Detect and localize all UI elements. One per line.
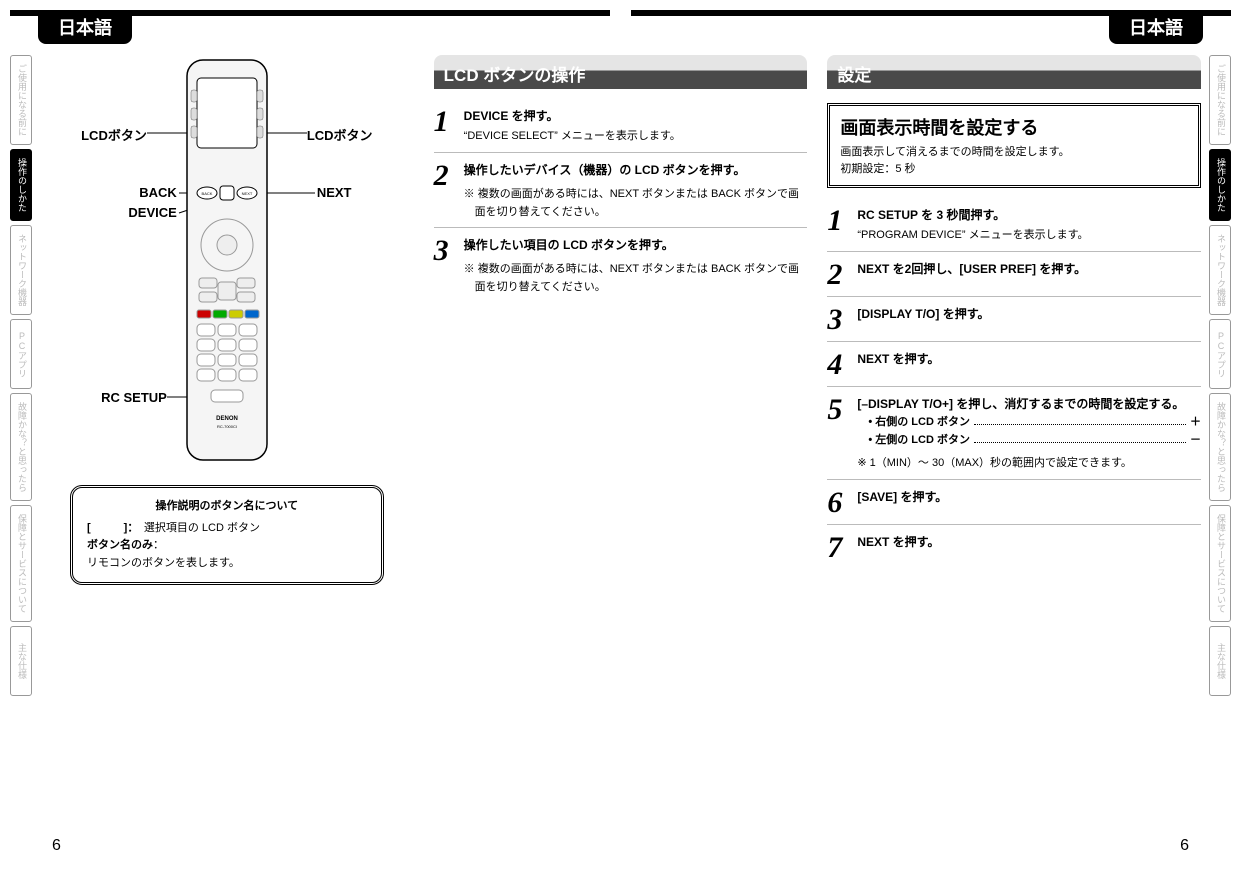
step-head: [–DISPLAY T/O+] を押し、消灯するまでの時間を設定する。 [857, 395, 1201, 414]
step-number: 3 [434, 236, 464, 266]
callout-lcd-right: LCDボタン [307, 125, 397, 144]
step-head: RC SETUP を 3 秒間押す。 [857, 206, 1201, 225]
svg-text:RC-7000CI: RC-7000CI [217, 424, 237, 429]
step-number: 2 [434, 161, 464, 191]
callout-lcd-left: LCDボタン [57, 125, 147, 144]
step-body: RC SETUP を 3 秒間押す。 “PROGRAM DEVICE” メニューを… [857, 206, 1201, 245]
nav-tab[interactable]: ネットワーク機器 [1209, 225, 1231, 315]
step-number: 6 [827, 488, 857, 518]
step-head: NEXT を2回押し、[USER PREF] を押す。 [857, 260, 1201, 279]
language-tab-left: 日本語 [38, 10, 132, 44]
svg-text:NEXT: NEXT [241, 191, 252, 196]
note-line2-label: ボタン名のみ [87, 539, 153, 551]
step-number: 3 [827, 305, 857, 335]
step: 4NEXT を押す。 [827, 341, 1201, 380]
side-nav-right: ご使用になる前に操作のしかたネットワーク機器 PCアプリ故障かな？と思ったら保障と… [1209, 55, 1231, 700]
note-line2-text: ： [153, 539, 164, 551]
step-head: [SAVE] を押す。 [857, 488, 1201, 507]
nav-tab[interactable]: ネットワーク機器 [10, 225, 32, 315]
step-body: DEVICE を押す。 “DEVICE SELECT” メニューを表示します。 [464, 107, 808, 146]
step: 7NEXT を押す。 [827, 524, 1201, 563]
callout-next: NEXT [317, 185, 397, 200]
nav-tab[interactable]: 保障とサービスについて [1209, 505, 1231, 622]
frame-sub2: 初期設定：5 秒 [840, 161, 1188, 178]
page-number-right: 6 [1180, 837, 1189, 855]
step-body: [–DISPLAY T/O+] を押し、消灯するまでの時間を設定する。• 右側の… [857, 395, 1201, 473]
col-remote: LCDボタン LCDボタン BACK DEVICE NEXT RC SETUP [40, 55, 414, 815]
callout-rcsetup: RC SETUP [57, 390, 167, 405]
note-line3: リモコンのボタンを表します。 [87, 555, 367, 573]
content-spread: LCDボタン LCDボタン BACK DEVICE NEXT RC SETUP [40, 55, 1201, 815]
step-note: ※ 1（MIN）～ 30（MAX）秒の範囲内で設定できます。 [857, 455, 1201, 473]
step-bullet: • 右側の LCD ボタン＋ [857, 414, 1201, 432]
nav-tab[interactable]: 主な仕様 [10, 626, 32, 696]
step-body: 操作したいデバイス（機器）の LCD ボタンを押す。 ※ 複数の画面がある時には、… [464, 161, 808, 221]
step-body: [DISPLAY T/O] を押す。 [857, 305, 1201, 324]
step-head: NEXT を押す。 [857, 533, 1201, 552]
nav-tab[interactable]: 操作のしかた [10, 149, 32, 221]
step: 1RC SETUP を 3 秒間押す。 “PROGRAM DEVICE” メニュー… [827, 202, 1201, 245]
step: 2操作したいデバイス（機器）の LCD ボタンを押す。 ※ 複数の画面がある時には… [434, 152, 808, 221]
section-settings-title: 設定 [837, 61, 871, 86]
svg-text:BACK: BACK [201, 191, 212, 196]
section-lcd-title: LCD ボタンの操作 [444, 61, 586, 86]
callout-device: DEVICE [57, 205, 177, 220]
nav-tab[interactable]: 保障とサービスについて [10, 505, 32, 622]
remote-svg: BACK NEXT [57, 55, 397, 475]
step-note: ※ 複数の画面がある時には、NEXT ボタンまたは BACK ボタンで画面を切り… [464, 186, 808, 221]
frame-sub1: 画面表示して消えるまでの時間を設定します。 [840, 144, 1188, 161]
step: 6[SAVE] を押す。 [827, 479, 1201, 518]
note-title: 操作説明のボタン名について [87, 498, 367, 516]
step: 5[–DISPLAY T/O+] を押し、消灯するまでの時間を設定する。• 右側… [827, 386, 1201, 473]
section-settings-header: 設定 [827, 55, 1201, 89]
step-body: NEXT を押す。 [857, 350, 1201, 369]
step-sub: “PROGRAM DEVICE” メニューを表示します。 [857, 227, 1201, 245]
col-lcd: LCD ボタンの操作 1DEVICE を押す。 “DEVICE SELECT” メ… [434, 55, 808, 815]
nav-tab[interactable]: 主な仕様 [1209, 626, 1231, 696]
nav-tab[interactable]: 故障かな？と思ったら [10, 393, 32, 501]
page-number-left: 6 [52, 837, 61, 855]
step: 3操作したい項目の LCD ボタンを押す。 ※ 複数の画面がある時には、NEXT … [434, 227, 808, 296]
note-bracket: [ ]： [87, 522, 133, 534]
display-time-frame: 画面表示時間を設定する 画面表示して消えるまでの時間を設定します。 初期設定：5… [827, 103, 1201, 188]
nav-tab[interactable]: PCアプリ [10, 319, 32, 389]
step-bullet: • 左側の LCD ボタン－ [857, 432, 1201, 450]
step-number: 1 [827, 206, 857, 236]
step-number: 2 [827, 260, 857, 290]
step: 3[DISPLAY T/O] を押す。 [827, 296, 1201, 335]
step-note: ※ 複数の画面がある時には、NEXT ボタンまたは BACK ボタンで画面を切り… [464, 261, 808, 296]
step-number: 4 [827, 350, 857, 380]
step: 1DEVICE を押す。 “DEVICE SELECT” メニューを表示します。 [434, 103, 808, 146]
step-number: 5 [827, 395, 857, 425]
step: 2NEXT を2回押し、[USER PREF] を押す。 [827, 251, 1201, 290]
nav-tab[interactable]: ご使用になる前に [10, 55, 32, 145]
remote-diagram: LCDボタン LCDボタン BACK DEVICE NEXT RC SETUP [57, 55, 397, 475]
step-head: DEVICE を押す。 [464, 107, 808, 126]
col-settings: 設定 画面表示時間を設定する 画面表示して消えるまでの時間を設定します。 初期設… [827, 55, 1201, 815]
button-name-note: 操作説明のボタン名について [ ]： 選択項目の LCD ボタン ボタン名のみ：… [70, 485, 384, 585]
step-head: [DISPLAY T/O] を押す。 [857, 305, 1201, 324]
step-number: 1 [434, 107, 464, 137]
step-body: NEXT を押す。 [857, 533, 1201, 552]
svg-text:DENON: DENON [216, 416, 238, 422]
nav-tab[interactable]: PCアプリ [1209, 319, 1231, 389]
step-body: 操作したい項目の LCD ボタンを押す。 ※ 複数の画面がある時には、NEXT ボ… [464, 236, 808, 296]
nav-tab[interactable]: ご使用になる前に [1209, 55, 1231, 145]
step-head: 操作したい項目の LCD ボタンを押す。 [464, 236, 808, 255]
section-lcd-header: LCD ボタンの操作 [434, 55, 808, 89]
nav-tab[interactable]: 操作のしかた [1209, 149, 1231, 221]
step-body: [SAVE] を押す。 [857, 488, 1201, 507]
language-tab-right: 日本語 [1109, 10, 1203, 44]
note-line1-text: 選択項目の LCD ボタン [133, 522, 260, 534]
step-number: 7 [827, 533, 857, 563]
step-body: NEXT を2回押し、[USER PREF] を押す。 [857, 260, 1201, 279]
side-nav-left: ご使用になる前に操作のしかたネットワーク機器 PCアプリ故障かな？と思ったら保障と… [10, 55, 32, 700]
callout-back: BACK [57, 185, 177, 200]
nav-tab[interactable]: 故障かな？と思ったら [1209, 393, 1231, 501]
step-sub: “DEVICE SELECT” メニューを表示します。 [464, 128, 808, 146]
step-head: NEXT を押す。 [857, 350, 1201, 369]
frame-title: 画面表示時間を設定する [840, 114, 1188, 140]
step-head: 操作したいデバイス（機器）の LCD ボタンを押す。 [464, 161, 808, 180]
